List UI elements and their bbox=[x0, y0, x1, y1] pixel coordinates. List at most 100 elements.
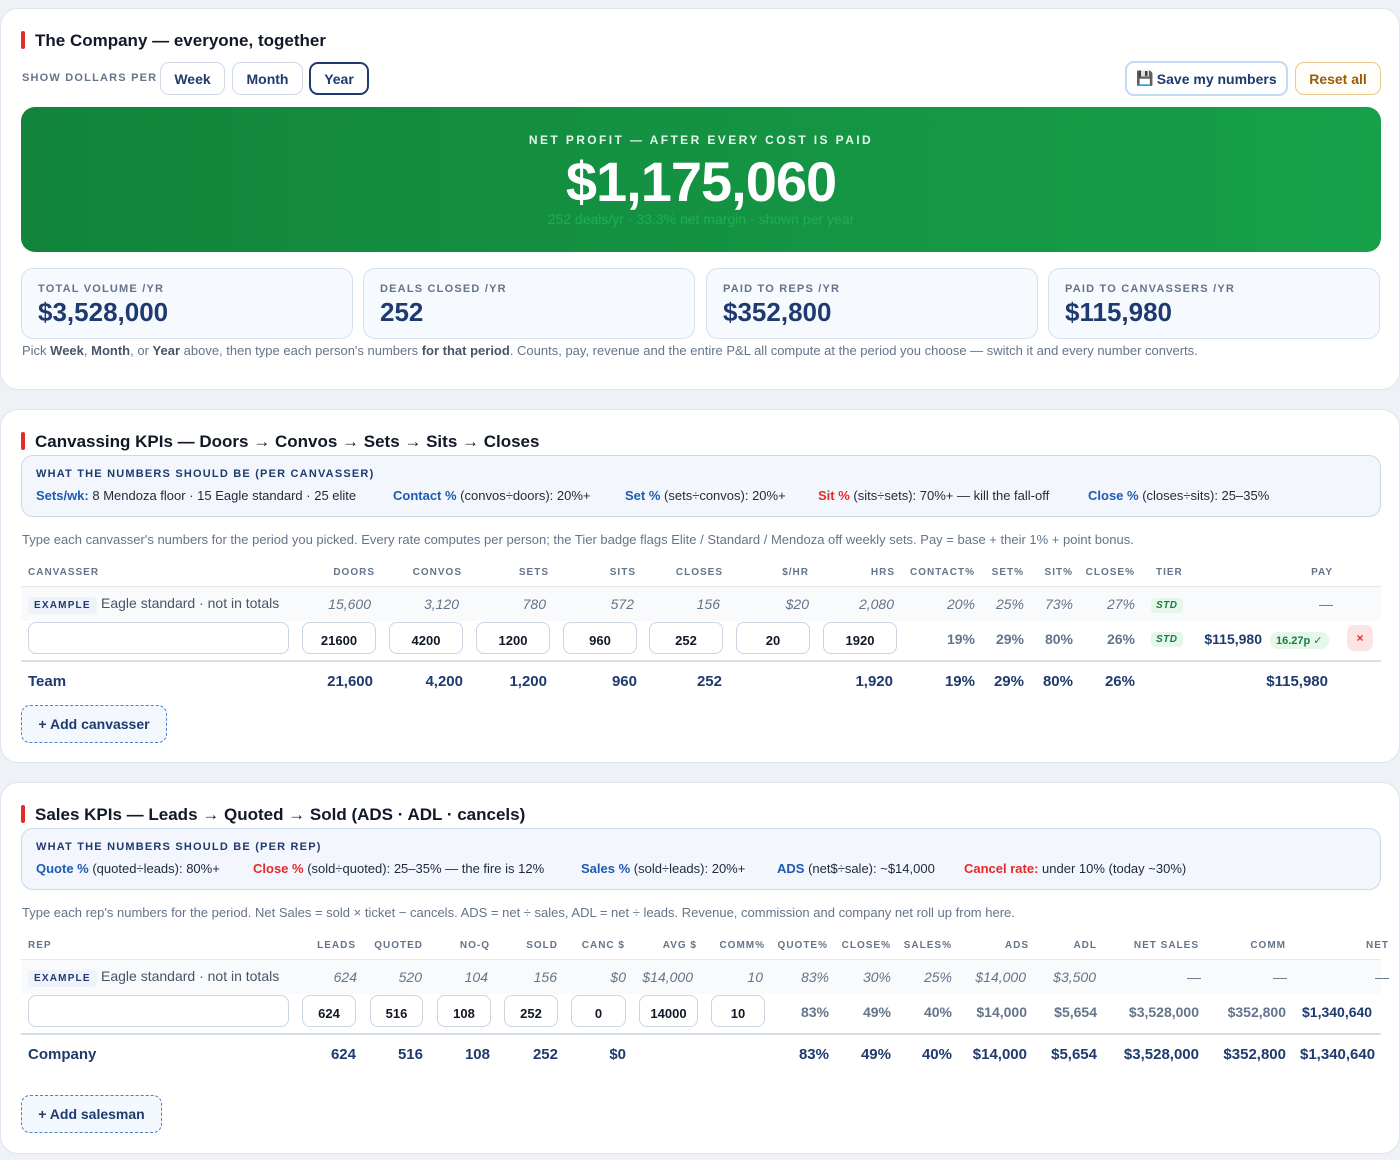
save-numbers-label: Save my numbers bbox=[1156, 70, 1277, 87]
save-numbers-button[interactable]: 💾 Save my numbers bbox=[1125, 61, 1288, 96]
row-close-rate: 26% bbox=[1106, 631, 1135, 647]
team-total-closes: 252 bbox=[696, 673, 722, 690]
stat-label: TOTAL VOLUME /YR bbox=[38, 283, 165, 295]
quoted-input[interactable]: 516 bbox=[370, 995, 423, 1027]
target-cancel-rate: Cancel rate: under 10% (today ~30%) bbox=[964, 861, 1187, 876]
row-net-sales: $3,528,000 bbox=[1128, 1004, 1199, 1020]
add-salesman-button[interactable]: + Add salesman bbox=[21, 1095, 162, 1133]
add-canvasser-button[interactable]: + Add canvasser bbox=[21, 705, 167, 743]
canvasser-name-input[interactable] bbox=[28, 622, 289, 654]
period-help-text: Pick Week, Month, or Year above, then ty… bbox=[22, 343, 1198, 358]
reset-all-button[interactable]: Reset all bbox=[1295, 62, 1381, 95]
example-cancel-dollars: $0 bbox=[610, 969, 626, 985]
stat-total-volume: TOTAL VOLUME /YR $3,528,000 bbox=[21, 268, 353, 339]
col-header-no-quote: NO-Q bbox=[459, 940, 490, 951]
col-header-quoted: QUOTED bbox=[374, 940, 423, 951]
canvassing-targets-box: WHAT THE NUMBERS SHOULD BE (PER CANVASSE… bbox=[21, 455, 1381, 517]
example-hours: 2,080 bbox=[858, 596, 894, 612]
sales-title: Sales KPIs — Leads → Quoted → Sold (ADS … bbox=[21, 805, 525, 825]
hours-input[interactable]: 1920 bbox=[823, 622, 897, 654]
target-sit-rate: Sit % (sits÷sets): 70%+ — kill the fall-… bbox=[818, 488, 1050, 503]
target-sets-per-week: Sets/wk: 8 Mendoza floor · 15 Eagle stan… bbox=[36, 488, 357, 503]
row-tier-badge: STD bbox=[1151, 632, 1183, 647]
col-header-close-rate: CLOSE% bbox=[1085, 567, 1135, 578]
example-tier-badge: STD bbox=[1151, 598, 1183, 613]
company-total-no-quote: 108 bbox=[464, 1046, 490, 1063]
company-totals-label: Company bbox=[28, 1046, 97, 1063]
company-total-quoted: 516 bbox=[397, 1046, 423, 1063]
example-adl: $3,500 bbox=[1053, 969, 1096, 985]
canvassing-title: Canvassing KPIs — Doors → Convos → Sets … bbox=[21, 432, 539, 452]
targets-title: WHAT THE NUMBERS SHOULD BE (PER CANVASSE… bbox=[36, 468, 375, 480]
sits-input[interactable]: 960 bbox=[563, 622, 637, 654]
row-points-badge: 16.27p ✓ bbox=[1270, 632, 1329, 649]
example-commission-rate: 10 bbox=[747, 969, 763, 985]
dollars-per-hour-input[interactable]: 20 bbox=[736, 622, 810, 654]
totals-divider bbox=[21, 660, 1381, 662]
doors-input[interactable]: 21600 bbox=[302, 622, 376, 654]
col-header-cancel-dollars: CANC $ bbox=[581, 940, 625, 951]
team-total-convos: 4,200 bbox=[425, 673, 463, 690]
example-sits: 572 bbox=[610, 596, 634, 612]
company-total-leads: 624 bbox=[330, 1046, 356, 1063]
target-set-rate: Set % (sets÷convos): 20%+ bbox=[625, 488, 786, 503]
target-close-rate: Close % (closes÷sits): 25–35% bbox=[1088, 488, 1270, 503]
example-contact-rate: 20% bbox=[946, 596, 975, 612]
average-ticket-input[interactable]: 14000 bbox=[639, 995, 698, 1027]
period-year-button[interactable]: Year bbox=[309, 62, 369, 95]
company-quote-rate: 83% bbox=[798, 1046, 829, 1063]
delete-row-icon[interactable]: × bbox=[1347, 625, 1373, 651]
no-quote-input[interactable]: 108 bbox=[437, 995, 491, 1027]
col-header-ads: ADS bbox=[1004, 940, 1029, 951]
stat-paid-to-canvassers: PAID TO CANVASSERS /YR $115,980 bbox=[1048, 268, 1380, 339]
leads-input[interactable]: 624 bbox=[302, 995, 356, 1027]
example-badge: EXAMPLE bbox=[28, 597, 97, 614]
row-pay: $115,980 bbox=[1204, 631, 1262, 647]
sold-input[interactable]: 252 bbox=[504, 995, 558, 1027]
net-profit-hero: NET PROFIT — AFTER EVERY COST IS PAID $1… bbox=[21, 107, 1381, 252]
period-month-button[interactable]: Month bbox=[232, 62, 303, 95]
target-ads: ADS (net$÷sale): ~$14,000 bbox=[777, 861, 935, 876]
row-sit-rate: 80% bbox=[1044, 631, 1073, 647]
closes-input[interactable]: 252 bbox=[649, 622, 723, 654]
col-header-rep: REP bbox=[28, 940, 52, 951]
sales-card: Sales KPIs — Leads → Quoted → Sold (ADS … bbox=[0, 782, 1400, 1154]
example-sold: 156 bbox=[533, 969, 557, 985]
targets-title: WHAT THE NUMBERS SHOULD BE (PER REP) bbox=[36, 841, 322, 853]
team-contact-rate: 19% bbox=[944, 673, 975, 690]
sets-input[interactable]: 1200 bbox=[476, 622, 550, 654]
stat-value: $115,980 bbox=[1065, 297, 1173, 327]
example-close-rate: 27% bbox=[1106, 596, 1135, 612]
company-ads: $14,000 bbox=[972, 1046, 1027, 1063]
col-header-close-rate: CLOSE% bbox=[841, 940, 891, 951]
col-header-net-sales: NET SALES bbox=[1133, 940, 1199, 951]
team-total-hours: 1,920 bbox=[855, 673, 893, 690]
company-card: The Company — everyone, together SHOW DO… bbox=[0, 8, 1400, 390]
target-sales-rate: Sales % (sold÷leads): 20%+ bbox=[581, 861, 746, 876]
col-header-set-rate: SET% bbox=[991, 567, 1024, 578]
example-closes: 156 bbox=[696, 596, 720, 612]
commission-rate-input[interactable]: 10 bbox=[711, 995, 765, 1027]
row-set-rate: 29% bbox=[995, 631, 1024, 647]
example-average-ticket: $14,000 bbox=[642, 969, 693, 985]
row-adl: $5,654 bbox=[1054, 1004, 1097, 1020]
convos-input[interactable]: 4200 bbox=[389, 622, 463, 654]
col-header-closes: CLOSES bbox=[675, 567, 723, 578]
col-header-dollars-per-hour: $/HR bbox=[782, 567, 809, 578]
company-total-sold: 252 bbox=[532, 1046, 558, 1063]
row-sales-rate: 40% bbox=[923, 1004, 952, 1020]
period-week-button[interactable]: Week bbox=[160, 62, 225, 95]
target-contact-rate: Contact % (convos÷doors): 20%+ bbox=[393, 488, 591, 503]
example-sets: 780 bbox=[522, 596, 546, 612]
company-sales-rate: 40% bbox=[921, 1046, 952, 1063]
example-commission: — bbox=[1273, 969, 1287, 985]
cancel-dollars-input[interactable]: 0 bbox=[571, 995, 626, 1027]
floppy-disk-icon: 💾 bbox=[1136, 70, 1154, 86]
row-ads: $14,000 bbox=[976, 1004, 1027, 1020]
col-header-contact-rate: CONTACT% bbox=[909, 567, 975, 578]
stat-value: $352,800 bbox=[723, 297, 832, 327]
example-row bbox=[21, 960, 1381, 994]
sales-targets-box: WHAT THE NUMBERS SHOULD BE (PER REP) Quo… bbox=[21, 828, 1381, 890]
row-commission: $352,800 bbox=[1227, 1004, 1286, 1020]
rep-name-input[interactable] bbox=[28, 995, 289, 1027]
